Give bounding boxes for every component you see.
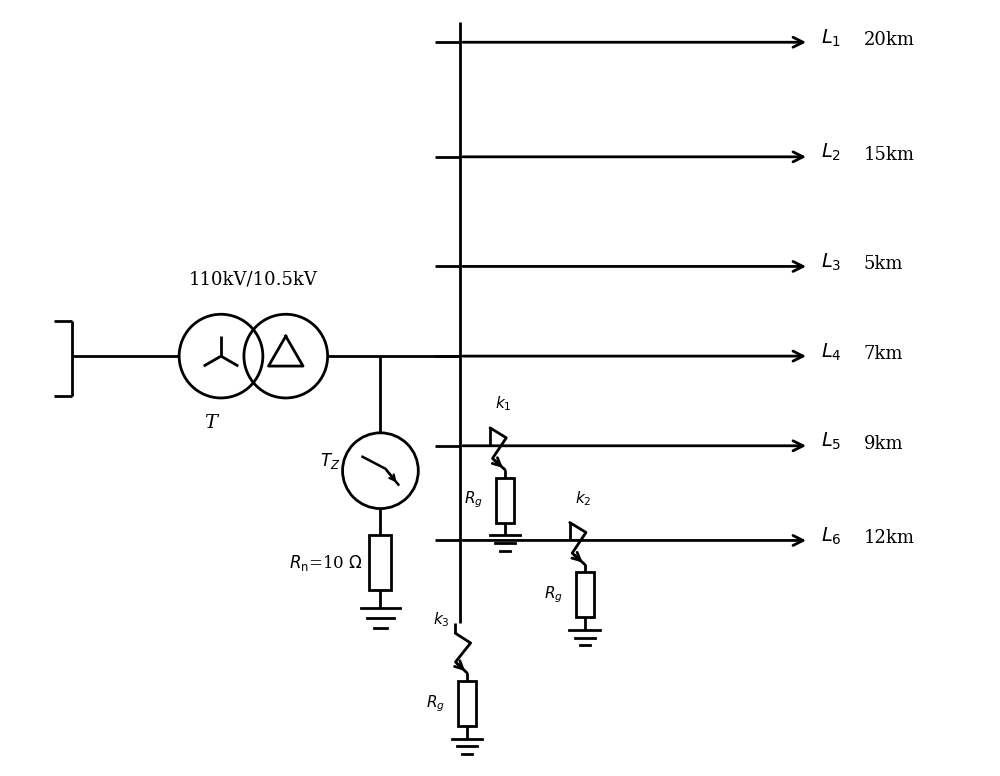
Text: $L_5$: $L_5$ <box>821 431 841 452</box>
Text: $T_Z$: $T_Z$ <box>320 451 341 471</box>
Text: $R_{\mathrm{n}}$=10 $\Omega$: $R_{\mathrm{n}}$=10 $\Omega$ <box>289 553 363 573</box>
Text: 15km: 15km <box>864 146 915 164</box>
Text: $k_1$: $k_1$ <box>495 394 512 414</box>
Text: $L_1$: $L_1$ <box>821 28 841 49</box>
Text: $L_3$: $L_3$ <box>821 251 841 273</box>
Text: $L_2$: $L_2$ <box>821 142 841 164</box>
Text: 20km: 20km <box>864 31 915 49</box>
Text: $L_6$: $L_6$ <box>821 526 842 547</box>
Text: 5km: 5km <box>864 255 903 273</box>
Text: $R_g$: $R_g$ <box>544 584 563 605</box>
Text: $k_2$: $k_2$ <box>575 489 591 508</box>
Bar <box>458 681 476 726</box>
Text: $L_4$: $L_4$ <box>821 341 842 362</box>
Text: T: T <box>205 414 218 432</box>
Bar <box>369 535 391 591</box>
Bar <box>496 478 514 522</box>
Text: $R_g$: $R_g$ <box>426 693 445 714</box>
Text: 110kV/10.5kV: 110kV/10.5kV <box>189 270 318 289</box>
Text: $k_3$: $k_3$ <box>433 610 450 629</box>
Bar <box>576 573 594 617</box>
Text: 7km: 7km <box>864 345 903 363</box>
Text: 9km: 9km <box>864 435 903 453</box>
Text: $R_g$: $R_g$ <box>464 490 483 511</box>
Text: 12km: 12km <box>864 529 915 547</box>
